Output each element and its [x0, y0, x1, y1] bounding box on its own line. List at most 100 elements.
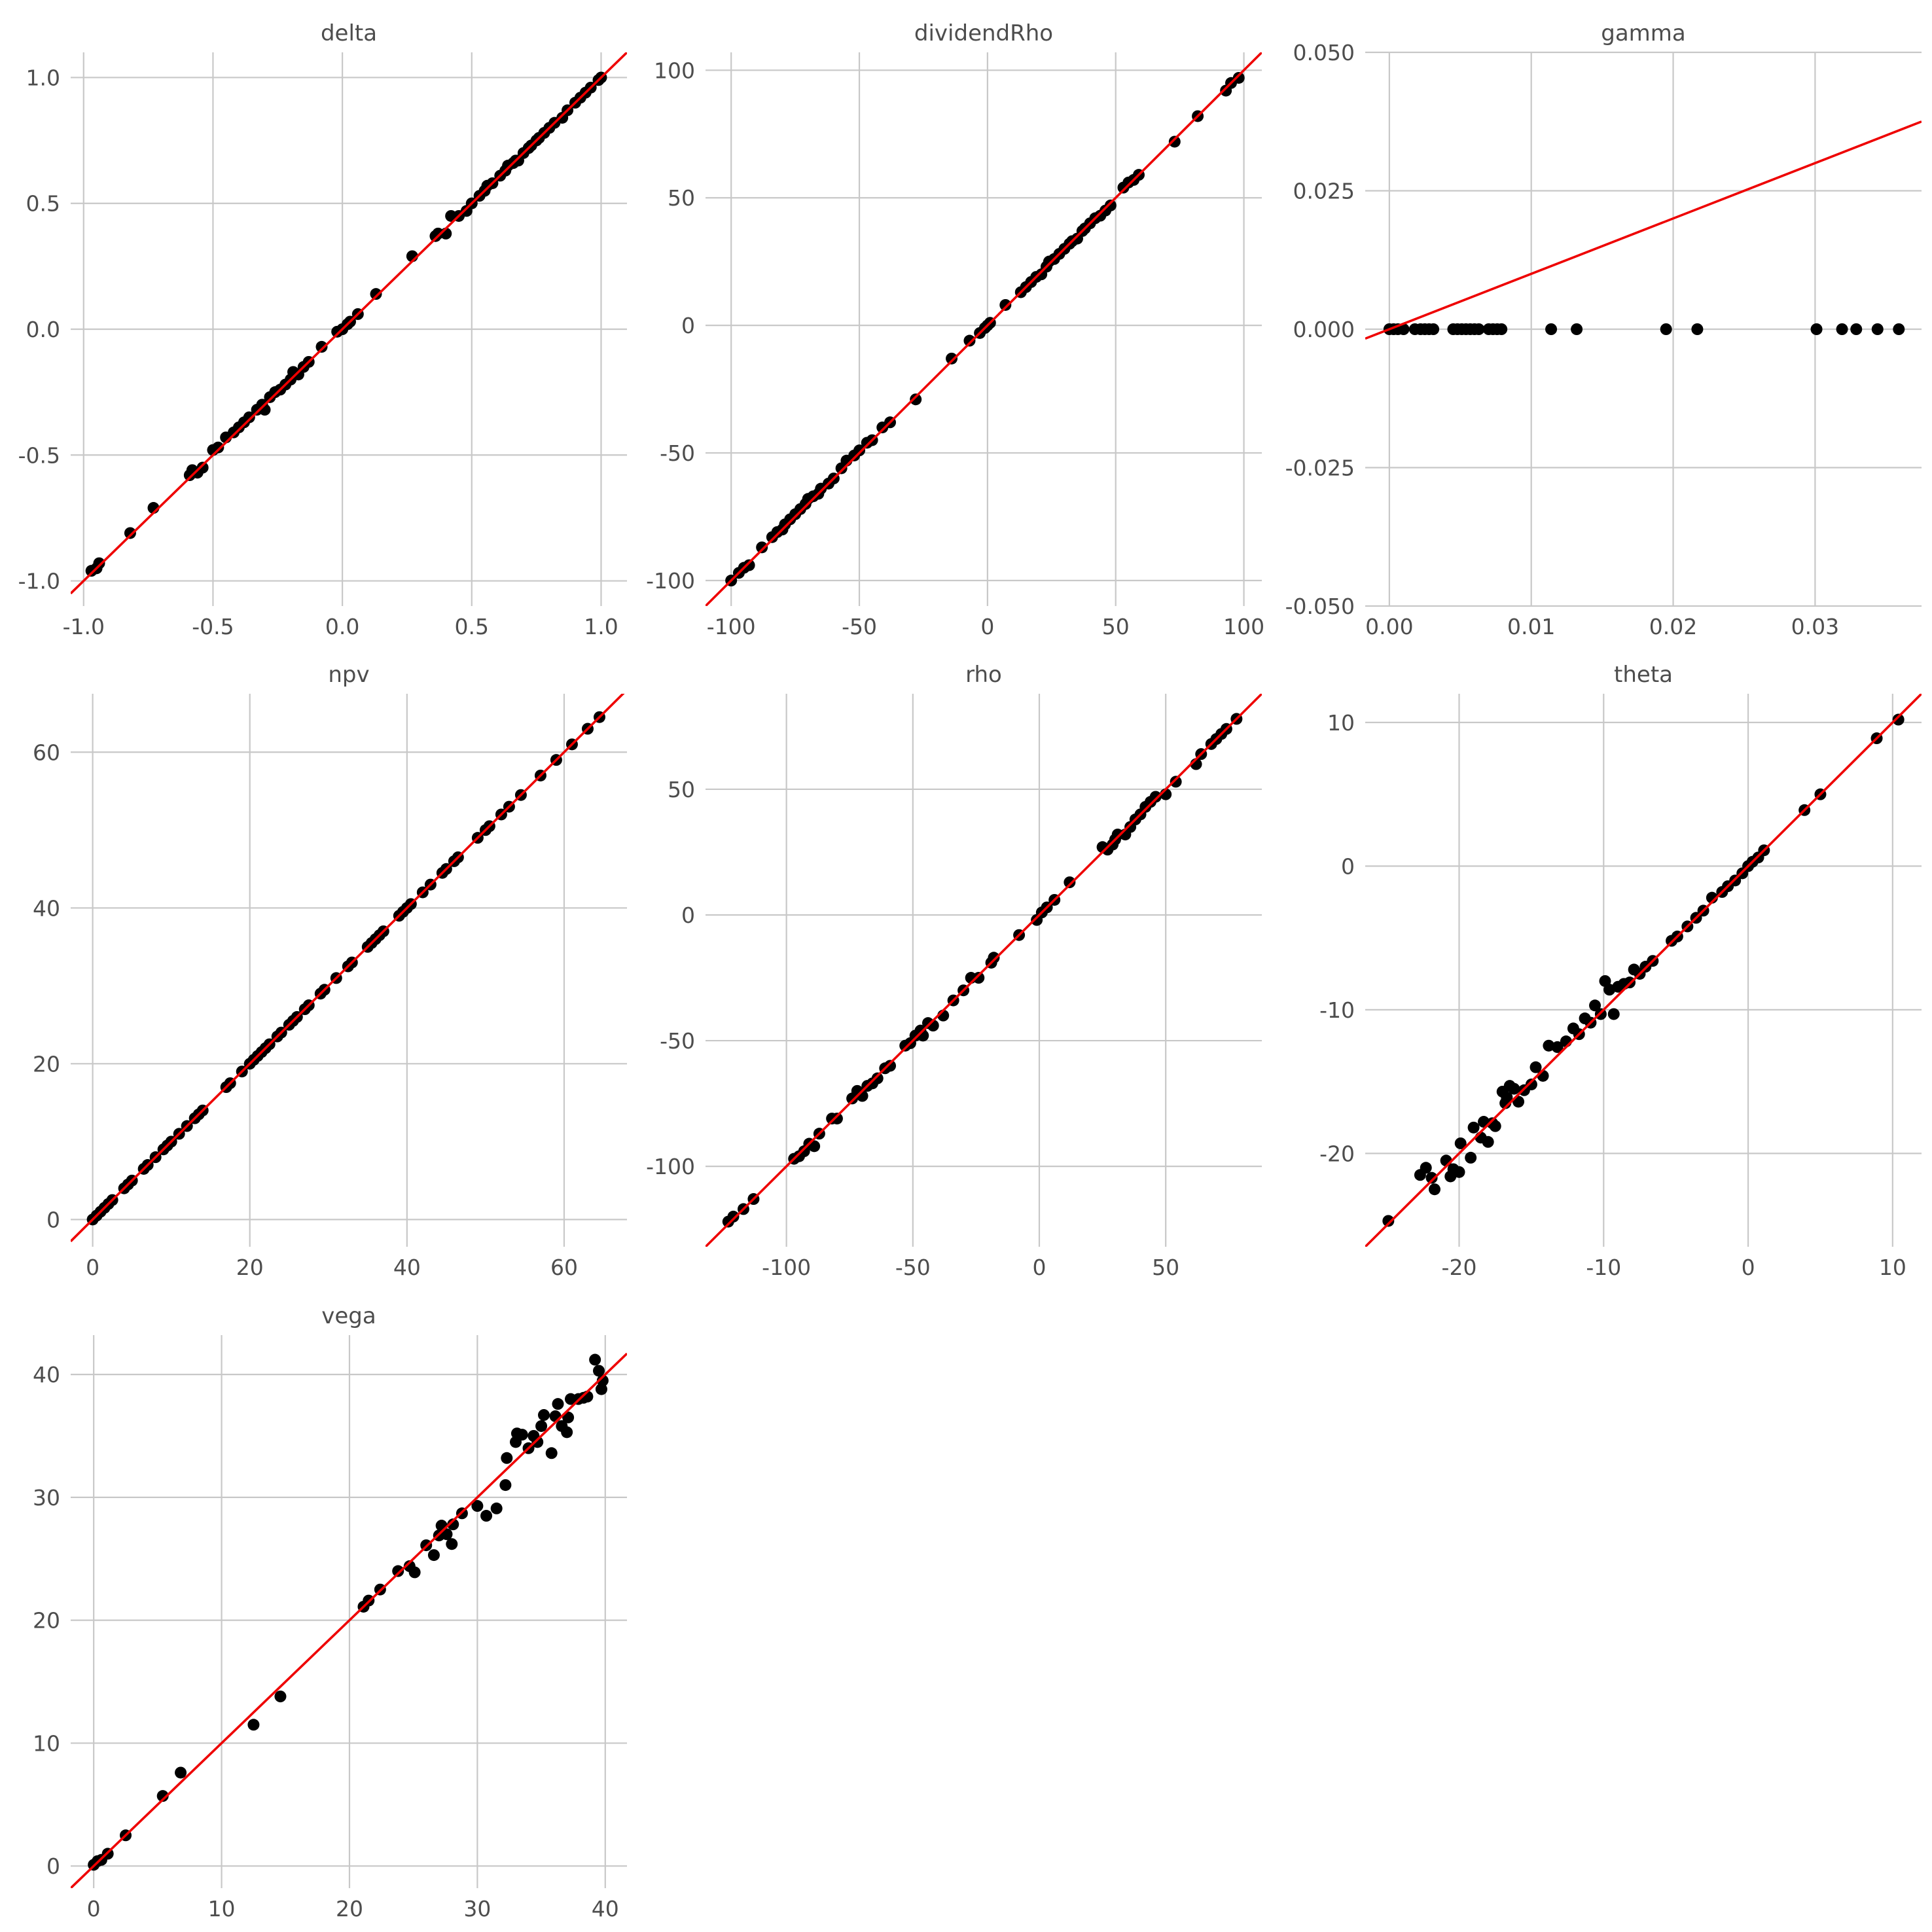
data-point: [124, 527, 136, 539]
x-tick-label: 0.5: [455, 614, 489, 639]
panel-npv: npv 0 20 40 60 0 20 40 60: [33, 662, 627, 1280]
data-point: [156, 1790, 169, 1802]
data-point: [490, 1502, 503, 1514]
data-point: [1149, 791, 1162, 803]
data-point: [1104, 199, 1117, 211]
data-point: [1428, 1183, 1440, 1196]
x-tick-label: -100: [707, 614, 756, 639]
data-point: [1473, 323, 1485, 335]
x-tick-label: 0: [1033, 1255, 1046, 1280]
data-point: [243, 411, 255, 423]
data-point: [1871, 323, 1884, 335]
data-point: [756, 541, 768, 554]
data-point: [1467, 1121, 1480, 1134]
x-tick-label: 0.01: [1507, 614, 1555, 639]
data-point: [408, 1566, 421, 1579]
panel-title: vega: [321, 1303, 376, 1329]
y-tick-label: -50: [660, 440, 695, 466]
x-tick-label: -10: [1586, 1255, 1621, 1280]
x-tick-label: 20: [236, 1255, 264, 1280]
data-point: [595, 1383, 607, 1395]
data-point: [1530, 1061, 1542, 1073]
panel-title: npv: [328, 662, 369, 688]
data-point: [392, 1565, 404, 1577]
data-point: [471, 1500, 484, 1512]
data-point: [1064, 876, 1076, 889]
y-tick-label: 0.5: [26, 191, 60, 217]
data-point: [808, 1140, 821, 1153]
points-group: [88, 1353, 609, 1871]
reference-line: [71, 52, 627, 595]
data-point: [1892, 713, 1905, 726]
data-point: [589, 1353, 601, 1366]
data-point: [531, 1436, 544, 1448]
y-tick-label: 20: [33, 1608, 60, 1634]
panel-title: theta: [1614, 662, 1673, 688]
data-point: [1508, 1082, 1520, 1095]
y-tick-label: -0.025: [1285, 456, 1355, 481]
x-tick-label: 0: [86, 1255, 99, 1280]
x-tick-label: -50: [842, 614, 877, 639]
data-point: [743, 559, 755, 571]
y-tick-label: -50: [660, 1028, 695, 1054]
data-point: [535, 1420, 548, 1432]
y-tick-label: 100: [654, 58, 695, 83]
y-tick-label: 20: [33, 1051, 60, 1077]
data-point: [1543, 1039, 1555, 1052]
panel-dividendrho: dividendRho -100 -50 0 50 100 -100 -50 0 50 100: [646, 20, 1264, 639]
data-point: [549, 1410, 562, 1422]
data-point: [370, 288, 382, 300]
data-point: [1589, 999, 1601, 1012]
data-point: [988, 952, 1000, 964]
data-point: [1232, 71, 1245, 84]
x-tick-label: 0.03: [1791, 614, 1839, 639]
data-point: [427, 1549, 440, 1562]
data-point: [1453, 1166, 1465, 1178]
y-tick-label: -20: [1319, 1141, 1355, 1166]
data-point: [447, 1518, 459, 1531]
y-tick-label: 30: [33, 1485, 60, 1511]
data-point: [593, 1365, 605, 1377]
y-tick-label: 60: [33, 740, 60, 765]
data-point: [910, 393, 922, 406]
x-tick-label: 1.0: [584, 614, 618, 639]
data-point: [480, 1510, 493, 1522]
data-point: [1465, 1151, 1477, 1164]
x-tick-label: 40: [393, 1255, 421, 1280]
x-tick-label: 0.0: [325, 614, 359, 639]
reference-line: [706, 694, 1262, 1247]
x-tick-label: 10: [208, 1896, 236, 1922]
panel-title: dividendRho: [914, 20, 1053, 46]
data-point: [1427, 323, 1440, 335]
data-point: [175, 1766, 187, 1779]
data-point: [963, 334, 976, 347]
data-point: [1893, 323, 1905, 335]
y-tick-label: 50: [668, 777, 695, 802]
data-point: [727, 1210, 740, 1223]
x-tick-label: 0: [87, 1896, 101, 1922]
y-tick-label: 1.0: [26, 65, 60, 90]
y-tick-label: -100: [646, 568, 695, 594]
data-point: [1545, 323, 1558, 335]
data-point: [196, 461, 209, 474]
data-point: [853, 444, 866, 457]
y-tick-label: -0.5: [18, 442, 60, 468]
x-tick-label: 0: [1742, 1255, 1755, 1280]
reference-line: [71, 694, 625, 1242]
data-point: [1425, 1172, 1438, 1184]
data-point: [1525, 1078, 1537, 1090]
x-tick-label: -20: [1442, 1255, 1477, 1280]
panel-title: delta: [321, 20, 377, 46]
x-tick-label: 40: [592, 1896, 619, 1922]
data-point: [501, 1452, 513, 1464]
data-point: [1382, 1215, 1395, 1227]
y-tick-label: 40: [33, 895, 60, 921]
data-point: [999, 298, 1012, 311]
data-point: [1397, 323, 1410, 335]
data-point: [1420, 1162, 1432, 1174]
y-tick-label: 0.050: [1293, 40, 1355, 65]
reference-line: [71, 1352, 627, 1888]
data-point: [93, 557, 105, 569]
y-tick-label: -1.0: [18, 569, 60, 594]
